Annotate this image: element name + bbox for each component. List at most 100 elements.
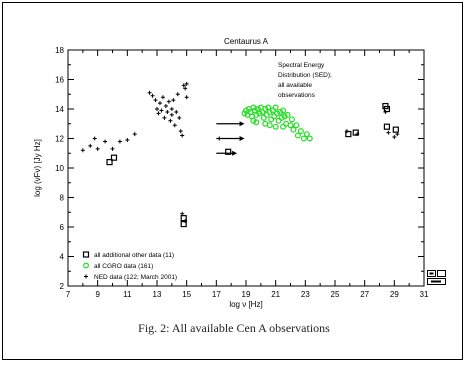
sed-chart: Centaurus A 7 9 11 13 15 17 19 21 23 25 27 29 31 2 4 6 8… — [33, 37, 429, 309]
data-point-plus — [163, 104, 168, 109]
legend: all additional other data (11) all CGRO d… — [82, 251, 177, 281]
data-point-plus — [160, 95, 165, 100]
data-point-circle — [303, 131, 310, 138]
x-tick-label: 31 — [420, 290, 429, 299]
data-point-circle — [253, 111, 260, 118]
journal-logo — [427, 270, 446, 285]
data-point-circle — [290, 126, 297, 133]
data-point-plus — [150, 93, 155, 98]
data-point-plus — [155, 107, 159, 111]
data-point-circle — [281, 113, 288, 120]
data-point-circle — [287, 122, 294, 129]
data-point-plus — [172, 123, 177, 128]
range-arrow-head — [239, 121, 245, 127]
data-point-circle — [250, 117, 257, 124]
data-point-plus — [159, 108, 164, 113]
data-point-plus — [95, 146, 100, 151]
data-point-square — [383, 123, 391, 130]
axes: 7 9 11 13 15 17 19 21 23 25 27 29 31 2 4 6 8 10 12 14 16 18 — [55, 46, 429, 299]
x-tick-label: 17 — [212, 290, 221, 299]
x-tick-label: 25 — [331, 290, 340, 299]
data-point-plus — [180, 211, 185, 216]
data-point-circle — [277, 108, 284, 115]
data-point-circle — [300, 135, 307, 142]
data-point-circle — [263, 111, 270, 118]
annotation-line: observations — [278, 92, 316, 99]
data-point-plus — [169, 112, 174, 117]
data-point-plus — [183, 219, 188, 224]
data-point-plus — [110, 146, 115, 151]
legend-label: all additional other data (11) — [94, 252, 174, 259]
data-point-square — [106, 159, 113, 166]
plot-area — [67, 49, 425, 287]
legend-label: all CGRO data (161) — [94, 263, 153, 270]
data-point-circle — [288, 116, 295, 123]
data-point-circle — [256, 110, 263, 117]
data-point-plus — [344, 129, 349, 134]
data-point-circle — [241, 110, 248, 117]
data-point-plus — [103, 139, 108, 144]
data-point-plus — [184, 95, 189, 100]
x-tick-label: 29 — [390, 290, 399, 299]
data-point-circle — [262, 105, 269, 112]
y-tick-label: 4 — [60, 253, 65, 262]
data-point-circle — [253, 119, 260, 126]
data-point-plus — [386, 130, 391, 135]
data-point-circle — [278, 114, 285, 121]
y-tick-label: 18 — [55, 46, 64, 55]
data-point-circle — [268, 116, 275, 123]
x-tick-label: 23 — [301, 290, 310, 299]
data-point-plus — [132, 132, 137, 137]
data-point-circle — [271, 113, 278, 120]
data-point-circle — [272, 123, 279, 130]
data-point-square — [352, 129, 359, 136]
data-point-plus — [181, 83, 186, 88]
data-point-circle — [306, 135, 313, 142]
annotation-line: Spectral Energy — [278, 62, 325, 69]
x-tick-label: 13 — [153, 290, 162, 299]
data-point-plus — [162, 115, 167, 120]
data-point-plus — [180, 133, 185, 138]
chart-title: Centaurus A — [224, 37, 269, 46]
data-point-square — [392, 126, 399, 133]
data-point-circle — [280, 107, 287, 114]
data-point-circle — [269, 107, 276, 114]
x-tick-label: 9 — [95, 290, 100, 299]
data-point-circle — [293, 122, 300, 129]
legend-label: NED data (122; March 2001) — [94, 274, 177, 281]
data-marks — [80, 81, 400, 228]
data-point-circle — [275, 117, 282, 124]
data-point-plus — [174, 109, 179, 114]
x-tick-label: 21 — [271, 290, 280, 299]
data-point-square — [382, 102, 389, 110]
range-arrow-head — [239, 136, 245, 141]
data-point-circle — [266, 122, 273, 129]
data-point-plus — [147, 90, 152, 95]
range-arrow-head — [232, 150, 238, 156]
data-point-plus — [355, 132, 360, 137]
figure-caption: Fig. 2: All available Cen A observations — [138, 321, 330, 335]
data-point-circle — [280, 123, 287, 130]
data-point-plus — [184, 81, 189, 86]
y-tick-label: 14 — [55, 105, 64, 114]
data-point-plus — [395, 132, 400, 137]
data-point-plus — [392, 135, 397, 140]
data-point-plus — [171, 98, 176, 103]
data-point-plus — [88, 143, 93, 148]
y-axis-label: log (νFν) [Jy Hz] — [33, 139, 42, 197]
annotation: Spectral Energy Distribution (SED); all av… — [278, 62, 332, 99]
data-point-circle — [294, 132, 301, 139]
data-point-plus — [175, 92, 180, 97]
data-point-square — [110, 154, 118, 161]
data-point-circle — [272, 104, 279, 111]
data-point-circle — [260, 114, 267, 121]
data-point-plus — [80, 148, 85, 153]
data-point-plus — [156, 111, 161, 116]
y-tick-label: 16 — [55, 76, 64, 85]
data-point-plus — [178, 129, 183, 134]
data-point-plus — [157, 101, 162, 106]
data-point-circle — [284, 111, 291, 118]
data-point-plus — [92, 136, 97, 141]
y-tick-label: 6 — [60, 223, 65, 232]
x-tick-label: 7 — [66, 290, 71, 299]
